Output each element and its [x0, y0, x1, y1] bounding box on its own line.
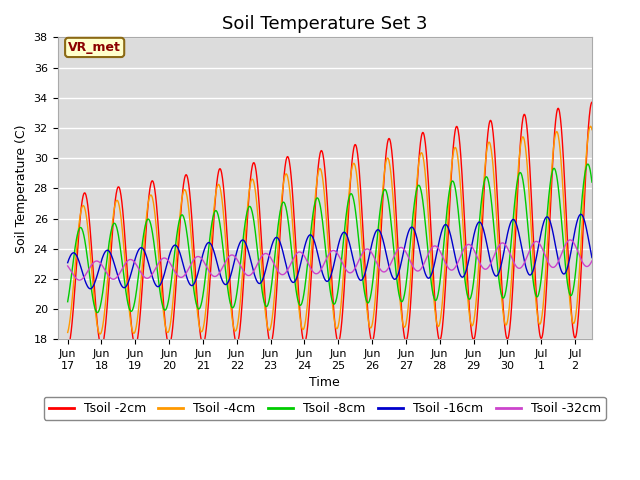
Line: Tsoil -16cm: Tsoil -16cm — [68, 214, 592, 289]
Tsoil -4cm — [152, 226, 160, 232]
Tsoil -16cm — [577, 211, 585, 217]
Title: Soil Temperature Set 3: Soil Temperature Set 3 — [222, 15, 428, 33]
Tsoil -4cm — [351, 161, 358, 167]
Tsoil -32cm — [241, 270, 248, 276]
Tsoil -2cm — [339, 301, 347, 307]
Tsoil -32cm — [292, 252, 300, 258]
Tsoil -8cm — [584, 161, 592, 167]
Tsoil -8cm — [134, 279, 141, 285]
X-axis label: Time: Time — [309, 376, 340, 389]
Line: Tsoil -2cm: Tsoil -2cm — [68, 102, 592, 347]
Tsoil -16cm — [134, 249, 141, 255]
Tsoil -16cm — [64, 260, 72, 265]
Tsoil -2cm — [291, 230, 299, 236]
Tsoil -4cm — [64, 330, 72, 336]
Tsoil -32cm — [152, 264, 160, 270]
Tsoil -2cm — [588, 99, 596, 105]
Text: VR_met: VR_met — [68, 41, 121, 54]
Tsoil -8cm — [64, 299, 72, 305]
Tsoil -32cm — [134, 264, 141, 270]
Tsoil -32cm — [340, 263, 348, 268]
Tsoil -4cm — [587, 123, 595, 129]
Tsoil -16cm — [241, 239, 248, 244]
Tsoil -4cm — [241, 239, 248, 245]
Legend: Tsoil -2cm, Tsoil -4cm, Tsoil -8cm, Tsoil -16cm, Tsoil -32cm: Tsoil -2cm, Tsoil -4cm, Tsoil -8cm, Tsoi… — [44, 397, 606, 420]
Tsoil -16cm — [292, 277, 300, 283]
Tsoil -4cm — [134, 314, 141, 320]
Tsoil -2cm — [241, 266, 248, 272]
Tsoil -16cm — [588, 255, 596, 261]
Tsoil -32cm — [76, 277, 83, 283]
Tsoil -16cm — [86, 286, 94, 292]
Line: Tsoil -32cm: Tsoil -32cm — [68, 240, 592, 280]
Tsoil -32cm — [64, 263, 72, 269]
Tsoil -8cm — [292, 283, 300, 289]
Tsoil -8cm — [241, 223, 248, 228]
Tsoil -2cm — [133, 338, 141, 344]
Tsoil -16cm — [340, 229, 348, 235]
Line: Tsoil -8cm: Tsoil -8cm — [68, 164, 592, 312]
Tsoil -2cm — [350, 144, 358, 150]
Tsoil -4cm — [292, 262, 300, 268]
Tsoil -4cm — [340, 269, 348, 275]
Tsoil -2cm — [64, 344, 72, 350]
Tsoil -8cm — [351, 202, 358, 207]
Line: Tsoil -4cm: Tsoil -4cm — [68, 126, 592, 334]
Tsoil -4cm — [588, 127, 596, 132]
Y-axis label: Soil Temperature (C): Soil Temperature (C) — [15, 124, 28, 252]
Tsoil -8cm — [152, 261, 160, 266]
Tsoil -32cm — [351, 266, 358, 272]
Tsoil -16cm — [351, 262, 358, 268]
Tsoil -32cm — [588, 258, 596, 264]
Tsoil -16cm — [152, 283, 160, 289]
Tsoil -2cm — [152, 197, 160, 203]
Tsoil -8cm — [588, 179, 596, 185]
Tsoil -8cm — [93, 310, 101, 315]
Tsoil -8cm — [340, 236, 348, 242]
Tsoil -32cm — [566, 237, 574, 243]
Tsoil -4cm — [96, 331, 104, 337]
